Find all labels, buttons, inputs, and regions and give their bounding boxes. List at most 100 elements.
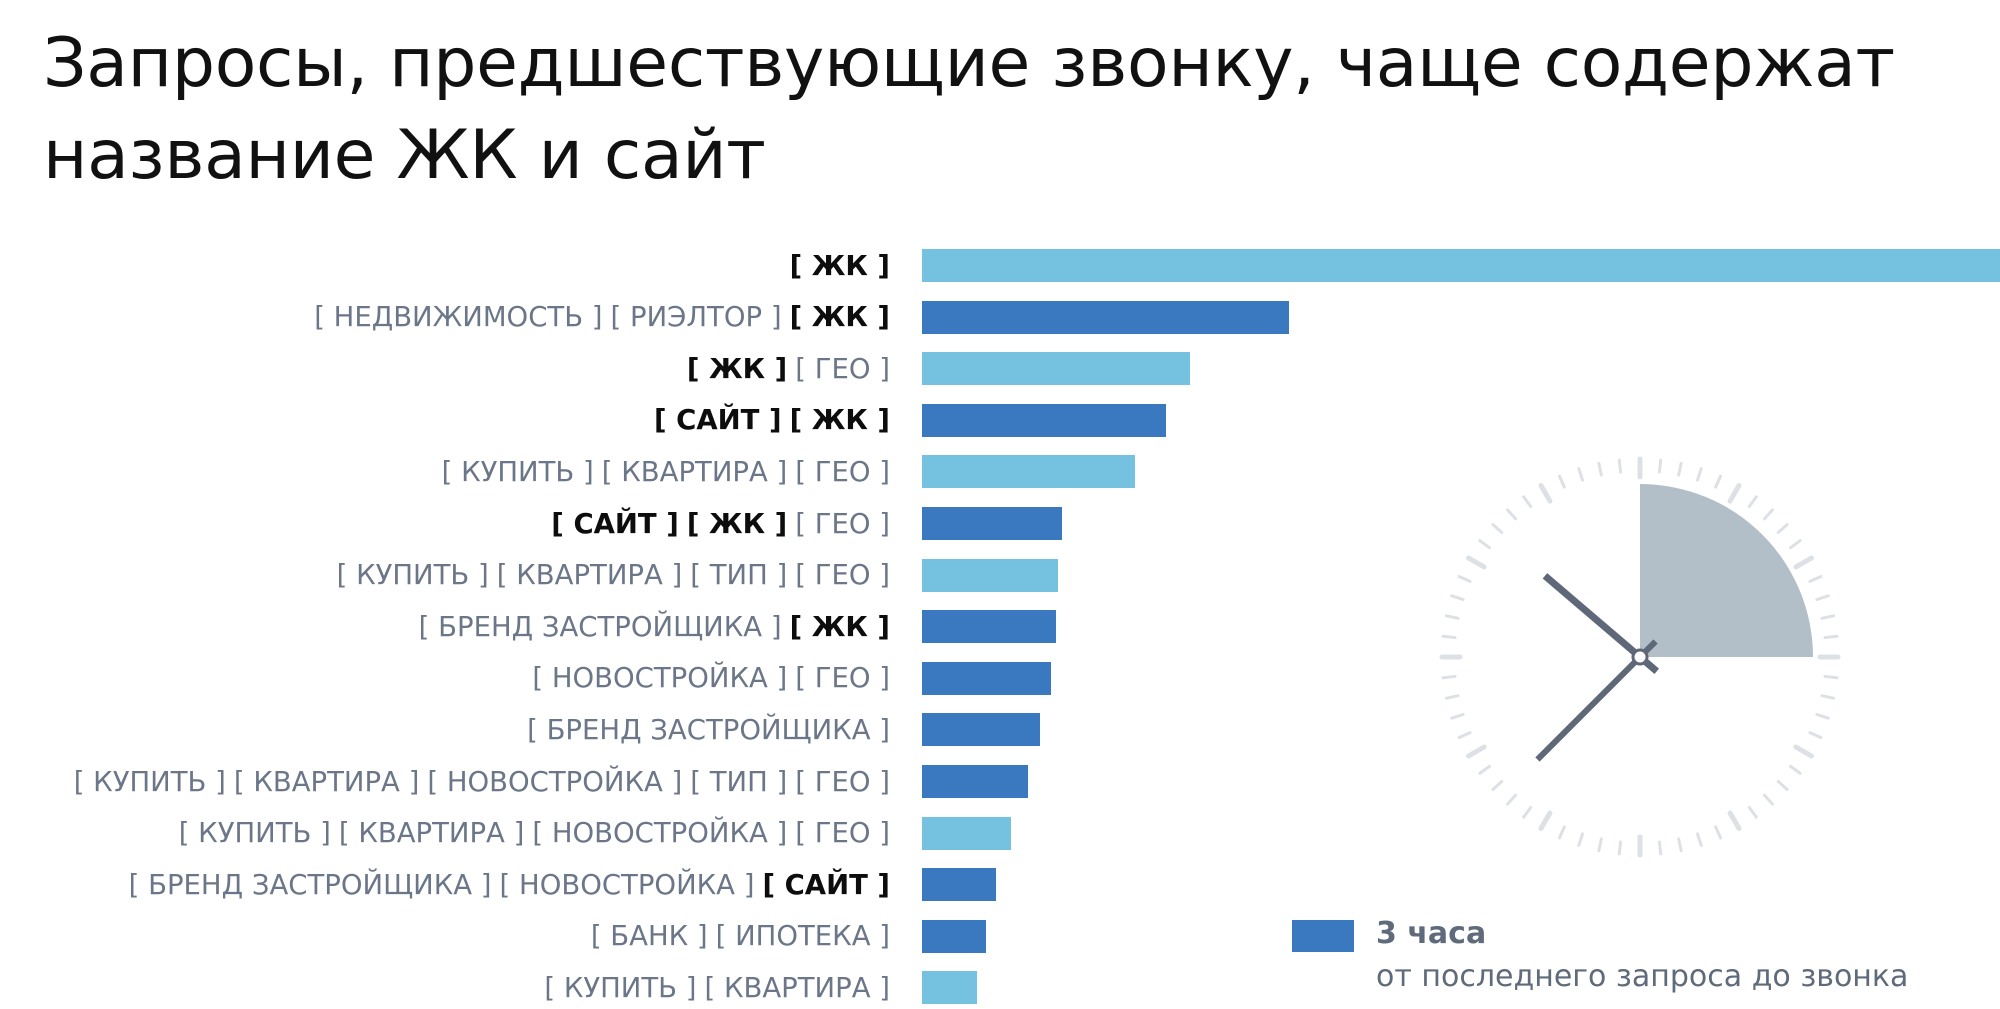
label-token: [ ГЕО ] xyxy=(795,662,890,695)
clock-tick xyxy=(1444,614,1460,620)
label-token: [ ЖК ] xyxy=(686,352,788,385)
category-label: [ САЙТ ][ ЖК ] xyxy=(654,400,890,440)
clock-tick xyxy=(1478,764,1492,775)
label-token: [ САЙТ ] xyxy=(551,507,679,540)
clock-tick xyxy=(1457,731,1472,740)
bar xyxy=(922,507,1063,540)
clock-tick xyxy=(1714,474,1723,489)
label-token: [ ГЕО ] xyxy=(795,455,890,488)
clock-tick xyxy=(1491,523,1504,535)
label-token: [ КУПИТЬ ] xyxy=(336,559,489,592)
clock-tick xyxy=(1597,837,1603,853)
clock-tick xyxy=(1793,555,1814,570)
label-token: [ КВАРТИРА ] xyxy=(338,817,525,850)
label-token: [ САЙТ ] xyxy=(762,868,890,901)
clock-tick xyxy=(1820,614,1836,620)
clock-tick xyxy=(1450,712,1465,720)
clock-tick xyxy=(1457,574,1472,583)
category-label: [ НОВОСТРОЙКА ][ ГЕО ] xyxy=(532,658,890,698)
label-token: [ НОВОСТРОЙКА ] xyxy=(532,817,788,850)
clock-tick xyxy=(1727,483,1742,504)
label-token: [ КУПИТЬ ] xyxy=(441,455,594,488)
clock-tick xyxy=(1657,458,1663,474)
label-token: [ ЖК ] xyxy=(789,610,890,643)
label-token: [ КУПИТЬ ] xyxy=(178,817,331,850)
clock-sector-3-hours xyxy=(1640,484,1813,657)
chart-title: Запросы, предшествующие звонку, чаще сод… xyxy=(43,24,1895,195)
clock-tick xyxy=(1788,764,1802,775)
label-token: [ ГЕО ] xyxy=(795,559,890,592)
label-token: [ НОВОСТРОЙКА ] xyxy=(427,765,683,798)
clock-tick xyxy=(1747,805,1758,819)
clock-tick xyxy=(1577,467,1585,482)
label-token: [ ТИП ] xyxy=(690,559,788,592)
category-label: [ БРЕНД ЗАСТРОЙЩИКА ][ НОВОСТРОЙКА ][ СА… xyxy=(129,865,890,905)
clock-tick xyxy=(1727,810,1742,831)
label-token: [ ЖК ] xyxy=(686,507,788,540)
label-token: [ ЖК ] xyxy=(789,249,890,282)
label-token: [ ТИП ] xyxy=(690,765,788,798)
category-label: [ ЖК ][ ГЕО ] xyxy=(687,349,890,389)
clock-tick xyxy=(1677,461,1683,477)
label-token: [ РИЭЛТОР ] xyxy=(610,301,782,334)
clock-tick xyxy=(1815,594,1830,602)
clock-tick xyxy=(1538,810,1553,831)
clock-tick xyxy=(1557,825,1566,840)
clock-tick xyxy=(1617,840,1623,856)
clock-tick xyxy=(1450,594,1465,602)
clock-tick xyxy=(1441,634,1457,640)
legend-swatch xyxy=(1292,920,1354,952)
label-token: [ БАНК ] xyxy=(590,920,708,953)
category-label: [ ЖК ] xyxy=(790,246,890,286)
clock-tick xyxy=(1444,694,1460,700)
clock-tick xyxy=(1747,495,1758,509)
legend-title: 3 часа xyxy=(1376,916,1487,951)
label-token: [ КВАРТИРА ] xyxy=(496,559,683,592)
clock-tick xyxy=(1776,523,1789,535)
clock-tick xyxy=(1478,539,1492,550)
clock-tick xyxy=(1793,744,1814,759)
clock-tick xyxy=(1522,805,1533,819)
category-label: [ БРЕНД ЗАСТРОЙЩИКА ][ ЖК ] xyxy=(419,607,890,647)
label-token: [ САЙТ ] xyxy=(654,404,782,437)
clock-tick xyxy=(1491,779,1504,791)
label-token: [ КВАРТИРА ] xyxy=(601,455,788,488)
label-token: [ НОВОСТРОЙКА ] xyxy=(499,868,755,901)
clock-tick xyxy=(1597,461,1603,477)
label-token: [ КВАРТИРА ] xyxy=(233,765,420,798)
bar xyxy=(922,300,1289,334)
bar xyxy=(922,971,977,1005)
category-label: [ БАНК ][ ИПОТЕКА ] xyxy=(591,916,890,956)
clock-tick xyxy=(1823,634,1839,640)
label-token: [ ЖК ] xyxy=(789,301,890,334)
label-token: [ ГЕО ] xyxy=(795,765,890,798)
clock-tick xyxy=(1762,508,1774,521)
label-token: [ КУПИТЬ ] xyxy=(73,765,226,798)
clock-tick xyxy=(1815,712,1830,720)
clock-icon xyxy=(1439,456,1841,858)
bar xyxy=(922,610,1056,644)
clock-center-dot xyxy=(1631,648,1649,666)
label-token: [ БРЕНД ЗАСТРОЙЩИКА ] xyxy=(418,610,782,643)
clock-ticks xyxy=(1439,456,1841,858)
category-label: [ КУПИТЬ ][ КВАРТИРА ] xyxy=(544,968,890,1008)
clock-tick xyxy=(1788,539,1802,550)
category-label: [ КУПИТЬ ][ КВАРТИРА ][ НОВОСТРОЙКА ][ Т… xyxy=(74,762,890,802)
clock-tick xyxy=(1808,574,1823,583)
bar xyxy=(922,558,1058,592)
bar xyxy=(922,352,1191,386)
label-token: [ КВАРТИРА ] xyxy=(704,971,891,1004)
category-label: [ САЙТ ][ ЖК ][ ГЕО ] xyxy=(551,504,890,544)
bar xyxy=(922,919,986,953)
clock-tick xyxy=(1506,508,1518,521)
clock-tick xyxy=(1538,483,1553,504)
clock-tick xyxy=(1657,840,1663,856)
label-token: [ ЖК ] xyxy=(789,404,890,437)
clock-tick xyxy=(1557,474,1566,489)
label-token: [ ИПОТЕКА ] xyxy=(715,920,890,953)
clock-tick xyxy=(1466,744,1487,759)
category-label: [ КУПИТЬ ][ КВАРТИРА ][ ГЕО ] xyxy=(442,452,890,492)
label-token: [ НОВОСТРОЙКА ] xyxy=(532,662,788,695)
clock-tick xyxy=(1695,832,1703,847)
clock-tick xyxy=(1506,793,1518,806)
